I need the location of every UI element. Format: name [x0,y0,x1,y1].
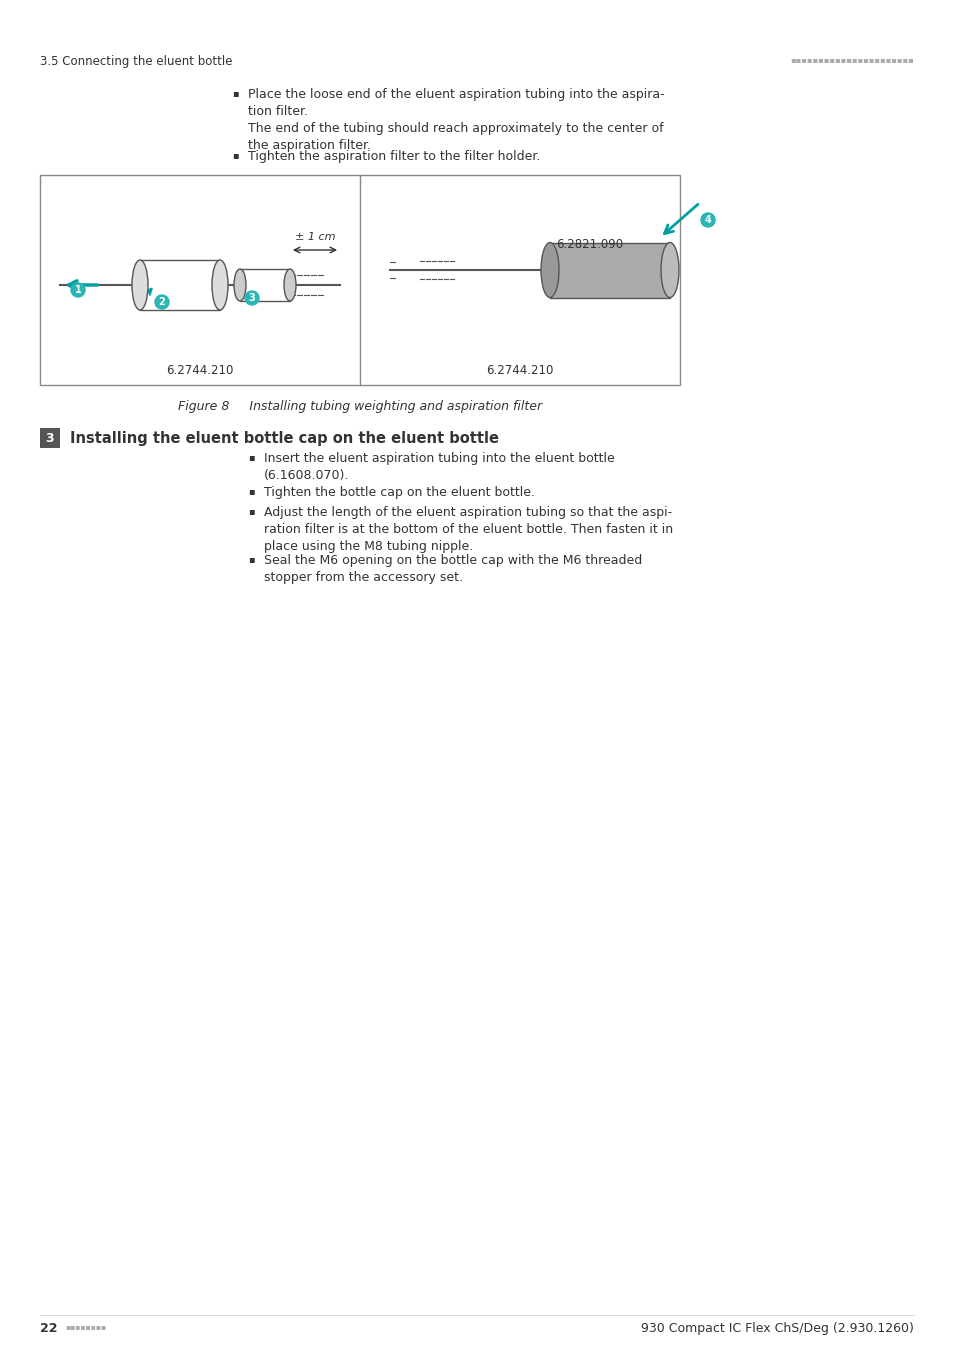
Bar [40,176,679,385]
Ellipse shape [540,243,558,297]
Text: 930 Compact IC Flex ChS/Deg (2.930.1260): 930 Compact IC Flex ChS/Deg (2.930.1260) [640,1322,913,1335]
Text: Tighten the bottle cap on the eluent bottle.: Tighten the bottle cap on the eluent bot… [264,486,535,500]
Bar [40,428,60,448]
Text: ▪: ▪ [248,554,254,564]
Text: Place the loose end of the eluent aspiration tubing into the aspira-
tion filter: Place the loose end of the eluent aspira… [248,88,664,153]
Text: 6.2744.210: 6.2744.210 [486,364,553,377]
Text: Insert the eluent aspiration tubing into the eluent bottle
(6.1608.070).: Insert the eluent aspiration tubing into… [264,452,614,482]
Text: Adjust the length of the eluent aspiration tubing so that the aspi-
ration filte: Adjust the length of the eluent aspirati… [264,506,673,554]
Text: Tighten the aspiration filter to the filter holder.: Tighten the aspiration filter to the fil… [248,150,539,163]
Text: ▪▪▪▪▪▪▪▪: ▪▪▪▪▪▪▪▪ [65,1322,106,1331]
Text: ▪: ▪ [248,452,254,462]
Text: Seal the M6 opening on the bottle cap with the M6 threaded
stopper from the acce: Seal the M6 opening on the bottle cap wi… [264,554,641,585]
Text: Figure 8     Installing tubing weighting and aspiration filter: Figure 8 Installing tubing weighting and… [178,400,541,413]
Bar [140,261,220,310]
Circle shape [71,284,85,297]
Text: 3: 3 [249,293,255,302]
Text: ▪: ▪ [232,88,238,99]
Text: 22: 22 [40,1322,57,1335]
Text: 2: 2 [158,297,165,306]
Text: ▪: ▪ [248,486,254,495]
Bar [240,269,290,301]
Ellipse shape [233,269,246,301]
Text: Installing the eluent bottle cap on the eluent bottle: Installing the eluent bottle cap on the … [70,431,498,446]
Text: ▪▪▪▪▪▪▪▪▪▪▪▪▪▪▪▪▪▪▪▪▪▪: ▪▪▪▪▪▪▪▪▪▪▪▪▪▪▪▪▪▪▪▪▪▪ [789,55,913,63]
Text: 1: 1 [74,285,81,296]
Ellipse shape [660,243,679,297]
Text: ▪: ▪ [248,506,254,516]
Ellipse shape [212,261,228,310]
Text: 4: 4 [704,215,711,225]
Ellipse shape [284,269,295,301]
Circle shape [245,292,258,305]
Text: 6.2821.090: 6.2821.090 [556,238,623,251]
Circle shape [700,213,714,227]
Circle shape [154,296,169,309]
Text: 6.2744.210: 6.2744.210 [166,364,233,377]
Text: ▪: ▪ [232,150,238,161]
Text: ± 1 cm: ± 1 cm [294,232,335,242]
Text: 3: 3 [46,432,54,444]
Ellipse shape [132,261,148,310]
Bar [550,243,669,297]
Text: 3.5 Connecting the eluent bottle: 3.5 Connecting the eluent bottle [40,55,233,68]
